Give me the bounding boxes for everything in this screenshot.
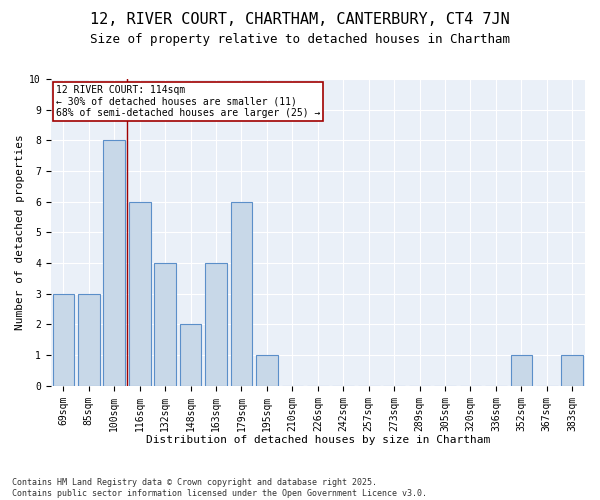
Bar [511, 355, 532, 386]
X-axis label: Distribution of detached houses by size in Chartham: Distribution of detached houses by size … [146, 435, 490, 445]
Bar [180, 324, 202, 386]
Bar [562, 355, 583, 386]
Y-axis label: Number of detached properties: Number of detached properties [15, 134, 25, 330]
Bar [256, 355, 278, 386]
Text: 12 RIVER COURT: 114sqm
← 30% of detached houses are smaller (11)
68% of semi-det: 12 RIVER COURT: 114sqm ← 30% of detached… [56, 85, 320, 118]
Text: Contains HM Land Registry data © Crown copyright and database right 2025.
Contai: Contains HM Land Registry data © Crown c… [12, 478, 427, 498]
Text: 12, RIVER COURT, CHARTHAM, CANTERBURY, CT4 7JN: 12, RIVER COURT, CHARTHAM, CANTERBURY, C… [90, 12, 510, 28]
Bar [230, 202, 252, 386]
Bar [53, 294, 74, 386]
Bar [103, 140, 125, 386]
Bar [129, 202, 151, 386]
Bar [78, 294, 100, 386]
Bar [205, 263, 227, 386]
Text: Size of property relative to detached houses in Chartham: Size of property relative to detached ho… [90, 32, 510, 46]
Bar [154, 263, 176, 386]
